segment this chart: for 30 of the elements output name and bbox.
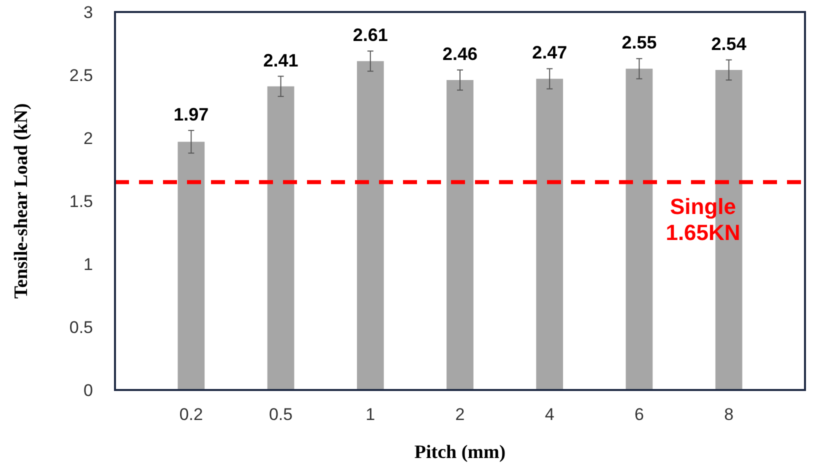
y-tick-label: 1 (84, 254, 93, 274)
x-tick-label: 2 (455, 405, 465, 424)
data-label: 2.61 (352, 25, 388, 46)
x-axis-title: Pitch (mm) (414, 442, 506, 463)
bar (626, 68, 653, 390)
y-tick-label: 1.5 (69, 192, 93, 211)
y-tick-label: 0 (84, 380, 93, 400)
data-label: 2.41 (263, 50, 298, 70)
x-tick-label: 4 (544, 405, 554, 424)
y-tick-label: 2.5 (69, 66, 93, 85)
y-axis-title: Tensile-shear Load (kN) (11, 103, 32, 299)
x-tick-label: 1 (366, 405, 376, 424)
ref-line-label: Single 1.65KN (666, 194, 740, 246)
y-tick-label: 3 (84, 2, 93, 22)
bar (446, 80, 474, 390)
data-label: 2.55 (622, 32, 657, 53)
bar (267, 86, 294, 390)
x-tick-label: 0.2 (179, 405, 203, 424)
y-tick-label: 2 (84, 128, 93, 148)
data-label: 2.47 (532, 42, 568, 63)
data-label: 2.46 (442, 44, 478, 64)
bar (536, 78, 564, 390)
bar (178, 142, 205, 390)
x-tick-label: 6 (634, 405, 644, 424)
bar (356, 61, 384, 390)
x-tick-label: 0.5 (268, 405, 293, 424)
x-tick-label: 8 (724, 405, 734, 424)
data-label: 2.54 (711, 34, 746, 54)
data-label: 1.97 (174, 104, 209, 124)
y-tick-label: 0.5 (69, 318, 93, 337)
